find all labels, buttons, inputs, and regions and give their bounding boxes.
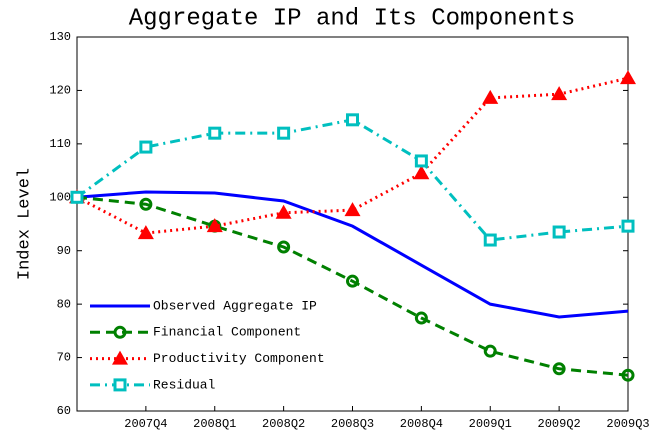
data-point [277, 126, 291, 140]
data-point [275, 204, 292, 219]
data-point [483, 344, 497, 358]
x-tick-label: 2008Q2 [262, 417, 305, 431]
y-axis-label: Index Level [15, 168, 34, 280]
data-point [552, 362, 566, 376]
data-point [414, 311, 428, 325]
chart-title: Aggregate IP and Its Components [129, 5, 575, 32]
data-point [346, 274, 359, 288]
y-tick-label: 90 [57, 244, 71, 258]
y-tick-label: 130 [49, 30, 71, 44]
x-tick-label: 2008Q3 [331, 417, 374, 431]
y-tick-label: 100 [49, 190, 71, 204]
data-point [277, 240, 291, 254]
x-tick-label: 2009Q1 [469, 417, 512, 431]
data-point [139, 197, 153, 211]
data-point [621, 368, 635, 382]
y-tick-label: 70 [57, 351, 71, 365]
data-point [139, 140, 153, 154]
y-tick-label: 110 [49, 137, 71, 151]
data-point [206, 218, 223, 233]
series-line [76, 118, 629, 242]
data-point [414, 154, 428, 168]
y-tick-label: 80 [57, 297, 71, 311]
data-point [482, 89, 499, 104]
x-tick-label: 2008Q4 [400, 417, 443, 431]
series-line [76, 190, 629, 319]
legend-label: Residual [153, 377, 216, 392]
legend-marker [112, 350, 128, 365]
legend-marker [113, 378, 127, 392]
x-tick-label: 2009Q2 [538, 417, 581, 431]
data-point [137, 225, 154, 240]
x-tick-label: 2008Q1 [193, 417, 236, 431]
x-tick-label: 2007Q4 [124, 417, 167, 431]
legend-label: Financial Component [153, 325, 301, 340]
series-line [76, 195, 629, 377]
data-point [413, 165, 430, 180]
y-tick-label: 60 [57, 404, 71, 418]
data-point [344, 202, 361, 217]
data-point [551, 86, 568, 101]
data-point [620, 70, 636, 85]
y-tick-label: 120 [49, 84, 71, 98]
legend-label: Observed Aggregate IP [153, 298, 317, 313]
data-point [552, 225, 566, 239]
data-point [208, 126, 222, 140]
x-tick-label: 2009Q3 [606, 417, 649, 431]
legend-label: Productivity Component [153, 351, 325, 366]
data-point [70, 190, 84, 204]
data-point [346, 113, 359, 127]
legend-marker [113, 325, 127, 339]
data-point [621, 219, 635, 233]
data-point [483, 233, 497, 247]
